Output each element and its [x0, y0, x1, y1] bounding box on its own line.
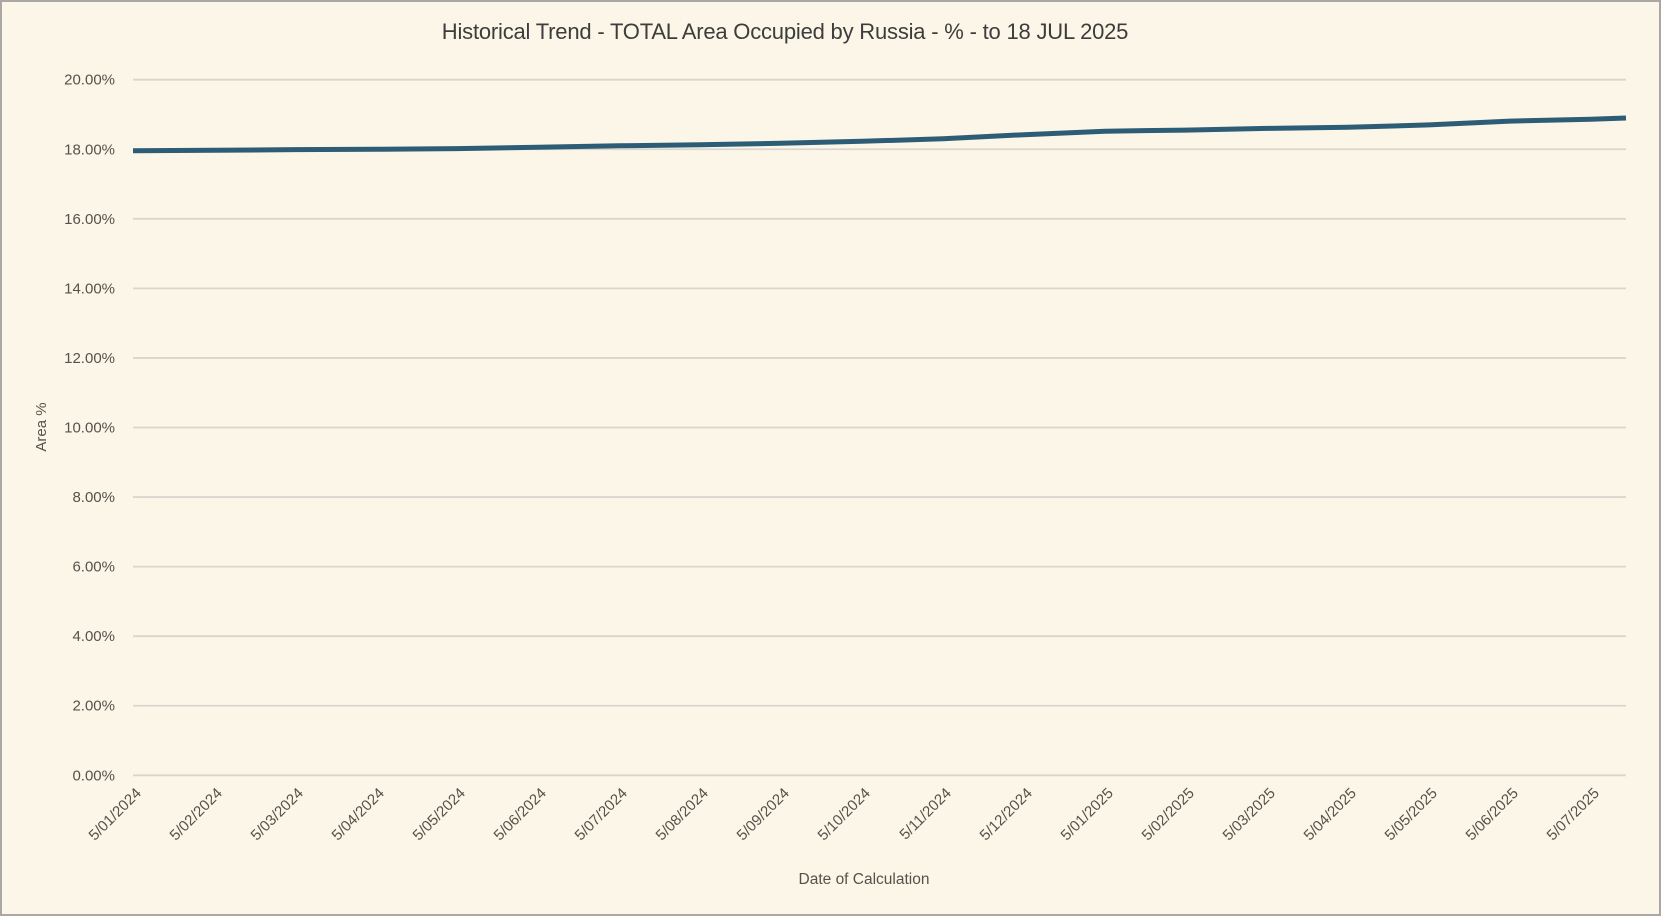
y-tick-label: 16.00%: [64, 211, 115, 228]
x-tick-label: 5/02/2025: [1139, 785, 1198, 844]
y-tick-label: 4.00%: [72, 628, 115, 645]
x-tick-label: 5/03/2024: [248, 785, 307, 844]
x-tick-label: 5/06/2025: [1463, 785, 1522, 844]
y-tick-label: 12.00%: [64, 350, 115, 367]
x-tick-label: 5/04/2025: [1301, 785, 1360, 844]
x-tick-label: 5/09/2024: [734, 785, 793, 844]
y-tick-label: 14.00%: [64, 280, 115, 297]
chart-title: Historical Trend - TOTAL Area Occupied b…: [441, 19, 1129, 44]
y-tick-label: 10.00%: [64, 420, 115, 437]
x-tick-label: 5/08/2024: [653, 785, 712, 844]
x-tick-label: 5/04/2024: [329, 785, 388, 844]
x-tick-label: 5/01/2024: [86, 785, 145, 844]
x-axis-title: Date of Calculation: [799, 871, 930, 888]
x-tick-label: 5/12/2024: [977, 785, 1036, 844]
x-tick-label: 5/03/2025: [1220, 785, 1279, 844]
x-tick-label: 5/02/2024: [167, 785, 226, 844]
x-tick-label: 5/11/2024: [896, 785, 954, 843]
x-tick-label: 5/07/2025: [1544, 785, 1603, 844]
y-tick-label: 6.00%: [72, 559, 115, 576]
x-tick-label: 5/10/2024: [815, 785, 874, 844]
y-tick-label: 2.00%: [72, 698, 115, 715]
x-tick-label: 5/06/2024: [491, 785, 550, 844]
y-tick-label: 18.00%: [64, 141, 115, 158]
y-tick-label: 0.00%: [72, 767, 115, 784]
x-tick-label: 5/01/2025: [1058, 785, 1117, 844]
x-tick-label: 5/07/2024: [572, 785, 631, 844]
x-tick-label: 5/05/2024: [410, 785, 469, 844]
series-line-total-area-occupied: [132, 115, 1627, 154]
y-axis-title: Area %: [33, 402, 50, 451]
x-tick-label: 5/05/2025: [1382, 785, 1441, 844]
y-tick-label: 8.00%: [72, 489, 115, 506]
y-tick-label: 20.00%: [64, 72, 115, 89]
